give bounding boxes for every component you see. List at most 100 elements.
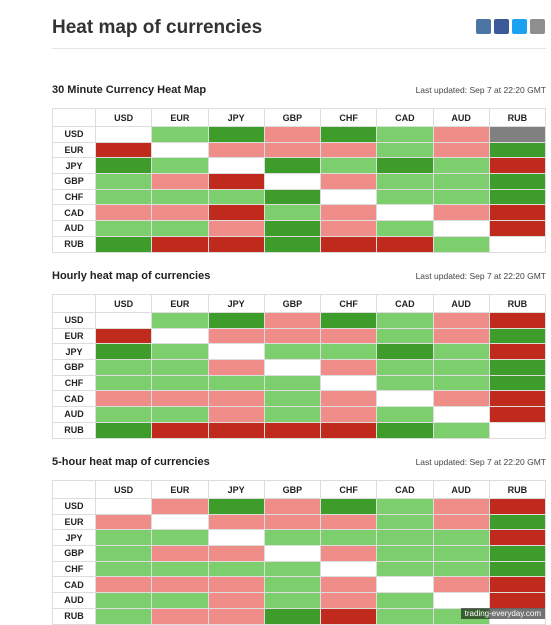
heat-cell (432, 498, 490, 515)
heat-cell (263, 545, 322, 562)
row: AUD (52, 592, 547, 609)
heat-cell (94, 141, 153, 159)
heat-cell (432, 220, 490, 237)
heat-cell (432, 235, 490, 253)
heat-cell (151, 607, 209, 625)
row: AUD (52, 406, 547, 423)
header-row: USD EUR JPY GBP CHF CAD AUD RUB (52, 294, 547, 313)
watermark: trading-everyday.com (460, 608, 545, 619)
heat-cell (488, 560, 547, 578)
heat-cell (151, 235, 209, 253)
heat-map-table: USD EUR JPY GBP CHF CAD AUD RUB USD EUR JPY GBP CHF C… (52, 294, 547, 439)
heat-cell (94, 592, 153, 609)
column-header: GBP (263, 480, 322, 499)
row-header: AUD (52, 592, 96, 609)
heat-cell (94, 607, 153, 625)
row-header: CHF (52, 188, 96, 206)
row: CAD (52, 390, 547, 408)
heat-cell (432, 576, 490, 594)
heat-cell (488, 359, 547, 376)
row: JPY (52, 157, 547, 175)
heat-cell (207, 498, 265, 515)
heat-cell (376, 406, 434, 423)
heat-cell (263, 374, 322, 392)
heat-cell (94, 406, 153, 423)
heat-cell (319, 406, 378, 423)
heat-cell (319, 327, 378, 345)
heat-cell (376, 359, 434, 376)
column-header: AUD (432, 480, 490, 499)
vk-share[interactable] (476, 19, 491, 34)
row-header: CAD (52, 576, 96, 594)
heat-cell (94, 374, 153, 392)
heat-cell (488, 141, 547, 159)
column-header: RUB (488, 294, 547, 313)
row-header: USD (52, 312, 96, 329)
column-header: JPY (207, 108, 265, 127)
heat-cell (94, 235, 153, 253)
heat-cell (319, 204, 378, 222)
heat-cell (94, 312, 153, 329)
heat-cell (432, 204, 490, 222)
heat-cell (376, 498, 434, 515)
heat-cell (376, 204, 434, 222)
heat-cell (432, 406, 490, 423)
heat-cell (263, 188, 322, 206)
row: JPY (52, 343, 547, 361)
heat-cell (94, 327, 153, 345)
column-header: USD (94, 480, 153, 499)
heat-cell (432, 513, 490, 531)
column-header: CAD (376, 480, 434, 499)
column-header: GBP (263, 294, 322, 313)
row: EUR (52, 327, 547, 345)
twitter-share[interactable] (512, 19, 527, 34)
divider (52, 48, 546, 49)
row: EUR (52, 513, 547, 531)
heat-cell (432, 157, 490, 175)
section-title: 30 Minute Currency Heat Map (52, 84, 207, 96)
heat-cell (263, 529, 322, 547)
heat-cell (376, 576, 434, 594)
heat-cell (151, 529, 209, 547)
heat-cell (488, 592, 547, 609)
heat-cell (488, 343, 547, 361)
heat-cell (94, 188, 153, 206)
heat-cell (488, 220, 547, 237)
heat-cell (263, 157, 322, 175)
heat-cell (207, 141, 265, 159)
row-header: RUB (52, 607, 96, 625)
heat-cell (94, 220, 153, 237)
row: RUB (52, 421, 547, 439)
facebook-share[interactable] (494, 19, 509, 34)
heat-cell (488, 126, 547, 143)
heat-cell (94, 204, 153, 222)
column-header: CHF (319, 108, 378, 127)
heat-cell (488, 312, 547, 329)
heat-cell (207, 359, 265, 376)
column-header: EUR (151, 294, 209, 313)
heat-cell (488, 421, 547, 439)
heat-cell (376, 374, 434, 392)
row-header: CAD (52, 390, 96, 408)
row: USD (52, 126, 547, 143)
heat-cell (263, 498, 322, 515)
heat-cell (263, 592, 322, 609)
row: RUB (52, 235, 547, 253)
heat-cell (432, 141, 490, 159)
row: CAD (52, 204, 547, 222)
row-header: CHF (52, 374, 96, 392)
email-share[interactable] (530, 19, 545, 34)
last-updated: Last updated: Sep 7 at 22:20 GMT (415, 271, 546, 281)
heat-cell (94, 498, 153, 515)
heat-cell (376, 529, 434, 547)
heat-cell (151, 188, 209, 206)
heat-cell (207, 188, 265, 206)
row-header: RUB (52, 235, 96, 253)
heat-cell (376, 592, 434, 609)
heat-cell (263, 141, 322, 159)
heat-cell (488, 374, 547, 392)
heat-cell (151, 157, 209, 175)
heat-cell (319, 220, 378, 237)
heat-cell (432, 374, 490, 392)
